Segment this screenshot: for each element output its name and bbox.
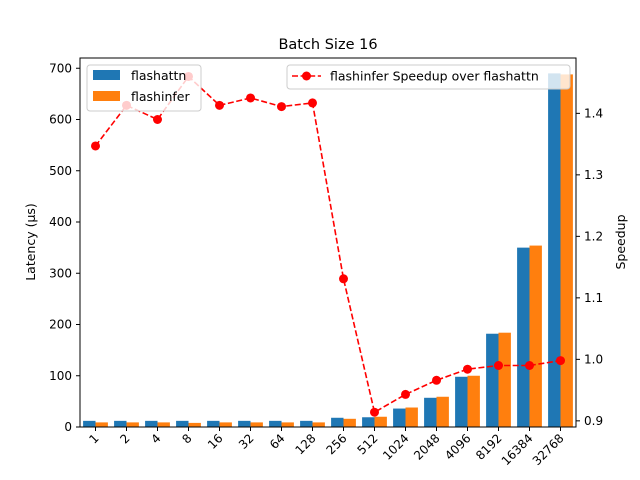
y2-axis-label: Speedup [613,214,628,269]
chart-title: Batch Size 16 [278,37,377,53]
bar-flashattn-2 [114,420,127,427]
speedup-line [91,71,565,417]
legend-label-flashinfer: flashinfer [131,89,190,104]
y2-tick-label: 1.1 [584,291,603,305]
y2-tick-label: 1.3 [584,168,603,182]
legend-label-flashattn: flashattn [131,68,186,83]
bar-flashinfer-32 [250,422,263,427]
speedup-point-64 [277,102,286,112]
y-axis-label: Latency (µs) [23,203,38,281]
bar-flashattn-512 [362,417,375,427]
legend-swatch-flashattn [93,70,120,80]
bar-flashattn-32 [238,420,251,427]
y2-tick-label: 1.2 [584,229,603,243]
bar-flashinfer-8 [188,422,201,427]
y-tick-label: 700 [49,61,72,75]
speedup-point-16 [215,100,224,110]
bar-flashinfer-8192 [498,332,511,427]
plot-frame [79,57,577,428]
speedup-point-512 [370,407,379,417]
speedup-point-1024 [401,389,410,399]
legend-right-box [286,64,571,90]
bar-flashinfer-1 [95,422,108,427]
speedup-point-128 [308,98,317,108]
speedup-point-32 [246,93,255,103]
y-tick-label: 100 [49,369,72,383]
bar-flashinfer-32768 [560,74,573,428]
y-tick-label: 400 [49,215,72,229]
speedup-point-2048 [432,375,441,385]
bar-flashattn-2048 [424,397,437,427]
bar-flashattn-4 [145,420,158,427]
bar-flashinfer-1024 [405,407,418,427]
bar-flashattn-8 [176,420,189,427]
y2-tick-label: 1.0 [584,352,603,366]
bar-flashinfer-16384 [529,245,542,427]
bar-flashattn-1 [83,420,96,427]
bar-flashattn-256 [331,417,344,427]
y2-tick-label: 1.4 [584,106,603,120]
bar-flashattn-4096 [455,376,468,427]
bar-flashattn-16 [207,420,220,427]
y-tick-label: 600 [49,113,72,127]
bar-flashattn-64 [269,420,282,427]
bar-flashinfer-16 [219,422,232,427]
bar-flashattn-128 [300,420,313,427]
legend-swatch-flashinfer [93,91,120,101]
bar-flashinfer-2 [126,422,139,427]
speedup-point-32768 [556,356,565,366]
bars [83,73,573,428]
legend-label-speedup: flashinfer Speedup over flashattn [330,69,539,84]
bar-flashinfer-512 [374,416,387,427]
speedup-polyline [94,75,561,414]
y-tick-label: 500 [49,164,72,178]
bar-flashinfer-64 [281,422,294,427]
speedup-point-1 [91,141,100,151]
bar-flashinfer-4 [157,422,170,427]
speedup-point-4 [153,115,162,124]
legend-left: flashattn flashinfer [86,64,202,112]
bar-flashattn-16384 [517,247,530,428]
legend-marker [302,71,311,81]
bar-flashattn-1024 [393,408,406,427]
bar-flashattn-32768 [548,73,561,428]
y-tick-label: 0 [64,420,72,434]
y2-tick-label: 0.9 [584,414,603,428]
y-tick-label: 200 [49,318,72,332]
bar-flashinfer-4096 [467,375,480,427]
y-tick-label: 300 [49,266,72,280]
bar-flashinfer-128 [312,422,325,427]
speedup-point-256 [339,274,348,284]
legend-right: flashinfer Speedup over flashattn [286,64,571,90]
speedup-point-8192 [494,361,503,370]
bar-flashinfer-2048 [436,396,449,427]
bar-flashattn-8192 [486,333,499,427]
speedup-point-4096 [463,364,472,374]
speedup-point-16384 [525,361,534,370]
bar-flashinfer-256 [343,418,356,427]
